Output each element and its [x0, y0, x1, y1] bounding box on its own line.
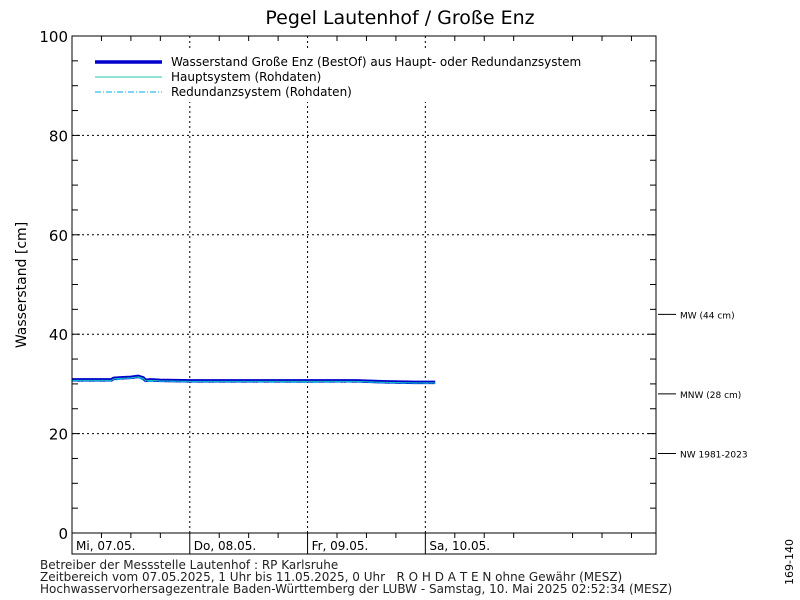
y-tick-label: 20	[49, 426, 68, 444]
plot-frame	[71, 35, 657, 555]
legend-background	[88, 50, 613, 102]
legend-label: Redundanzsystem (Rohdaten)	[171, 85, 352, 99]
y-tick-label: 80	[49, 127, 68, 145]
reference-label: MNW (28 cm)	[680, 391, 741, 401]
y-tick-label: 40	[49, 326, 68, 344]
y-tick-label: 100	[39, 28, 68, 46]
series-layer	[72, 374, 436, 385]
series-line-3	[72, 376, 436, 384]
x-tick-label: Fr, 09.05.	[312, 539, 369, 553]
reference-label: NW 1981-2023	[680, 450, 748, 460]
legend: Wasserstand Große Enz (BestOf) aus Haupt…	[88, 50, 613, 102]
reference-label: MW (44 cm)	[680, 311, 735, 321]
x-tick-label: Sa, 10.05.	[429, 539, 490, 553]
chart-title: Pegel Lautenhof / Große Enz	[265, 7, 534, 29]
footer-time-range: Zeitbereich vom 07.05.2025, 1 Uhr bis 11…	[40, 570, 623, 584]
footer-source: Hochwasservorhersagezentrale Baden-Württ…	[40, 582, 673, 596]
grid-layer	[72, 36, 656, 533]
y-tick-label: 60	[49, 227, 68, 245]
footer-operator: Betreiber der Messstelle Lautenhof : RP …	[40, 558, 339, 572]
legend-label: Wasserstand Große Enz (BestOf) aus Haupt…	[171, 55, 581, 69]
axis-layer: 0 20 40 60 80 100 Mi, 07.05. Do, 08.05. Fr, 09.0…	[39, 28, 657, 555]
y-axis-label: Wasserstand [cm]	[14, 222, 30, 348]
x-tick-label: Mi, 07.05.	[76, 539, 135, 553]
chart-id-label: 169-140	[783, 539, 796, 585]
x-tick-label: Do, 08.05.	[194, 539, 256, 553]
y-tick-label: 0	[58, 525, 68, 543]
reference-lines: MW (44 cm) MNW (28 cm) NW 1981-2023	[658, 311, 748, 460]
legend-label: Hauptsystem (Rohdaten)	[171, 70, 321, 84]
